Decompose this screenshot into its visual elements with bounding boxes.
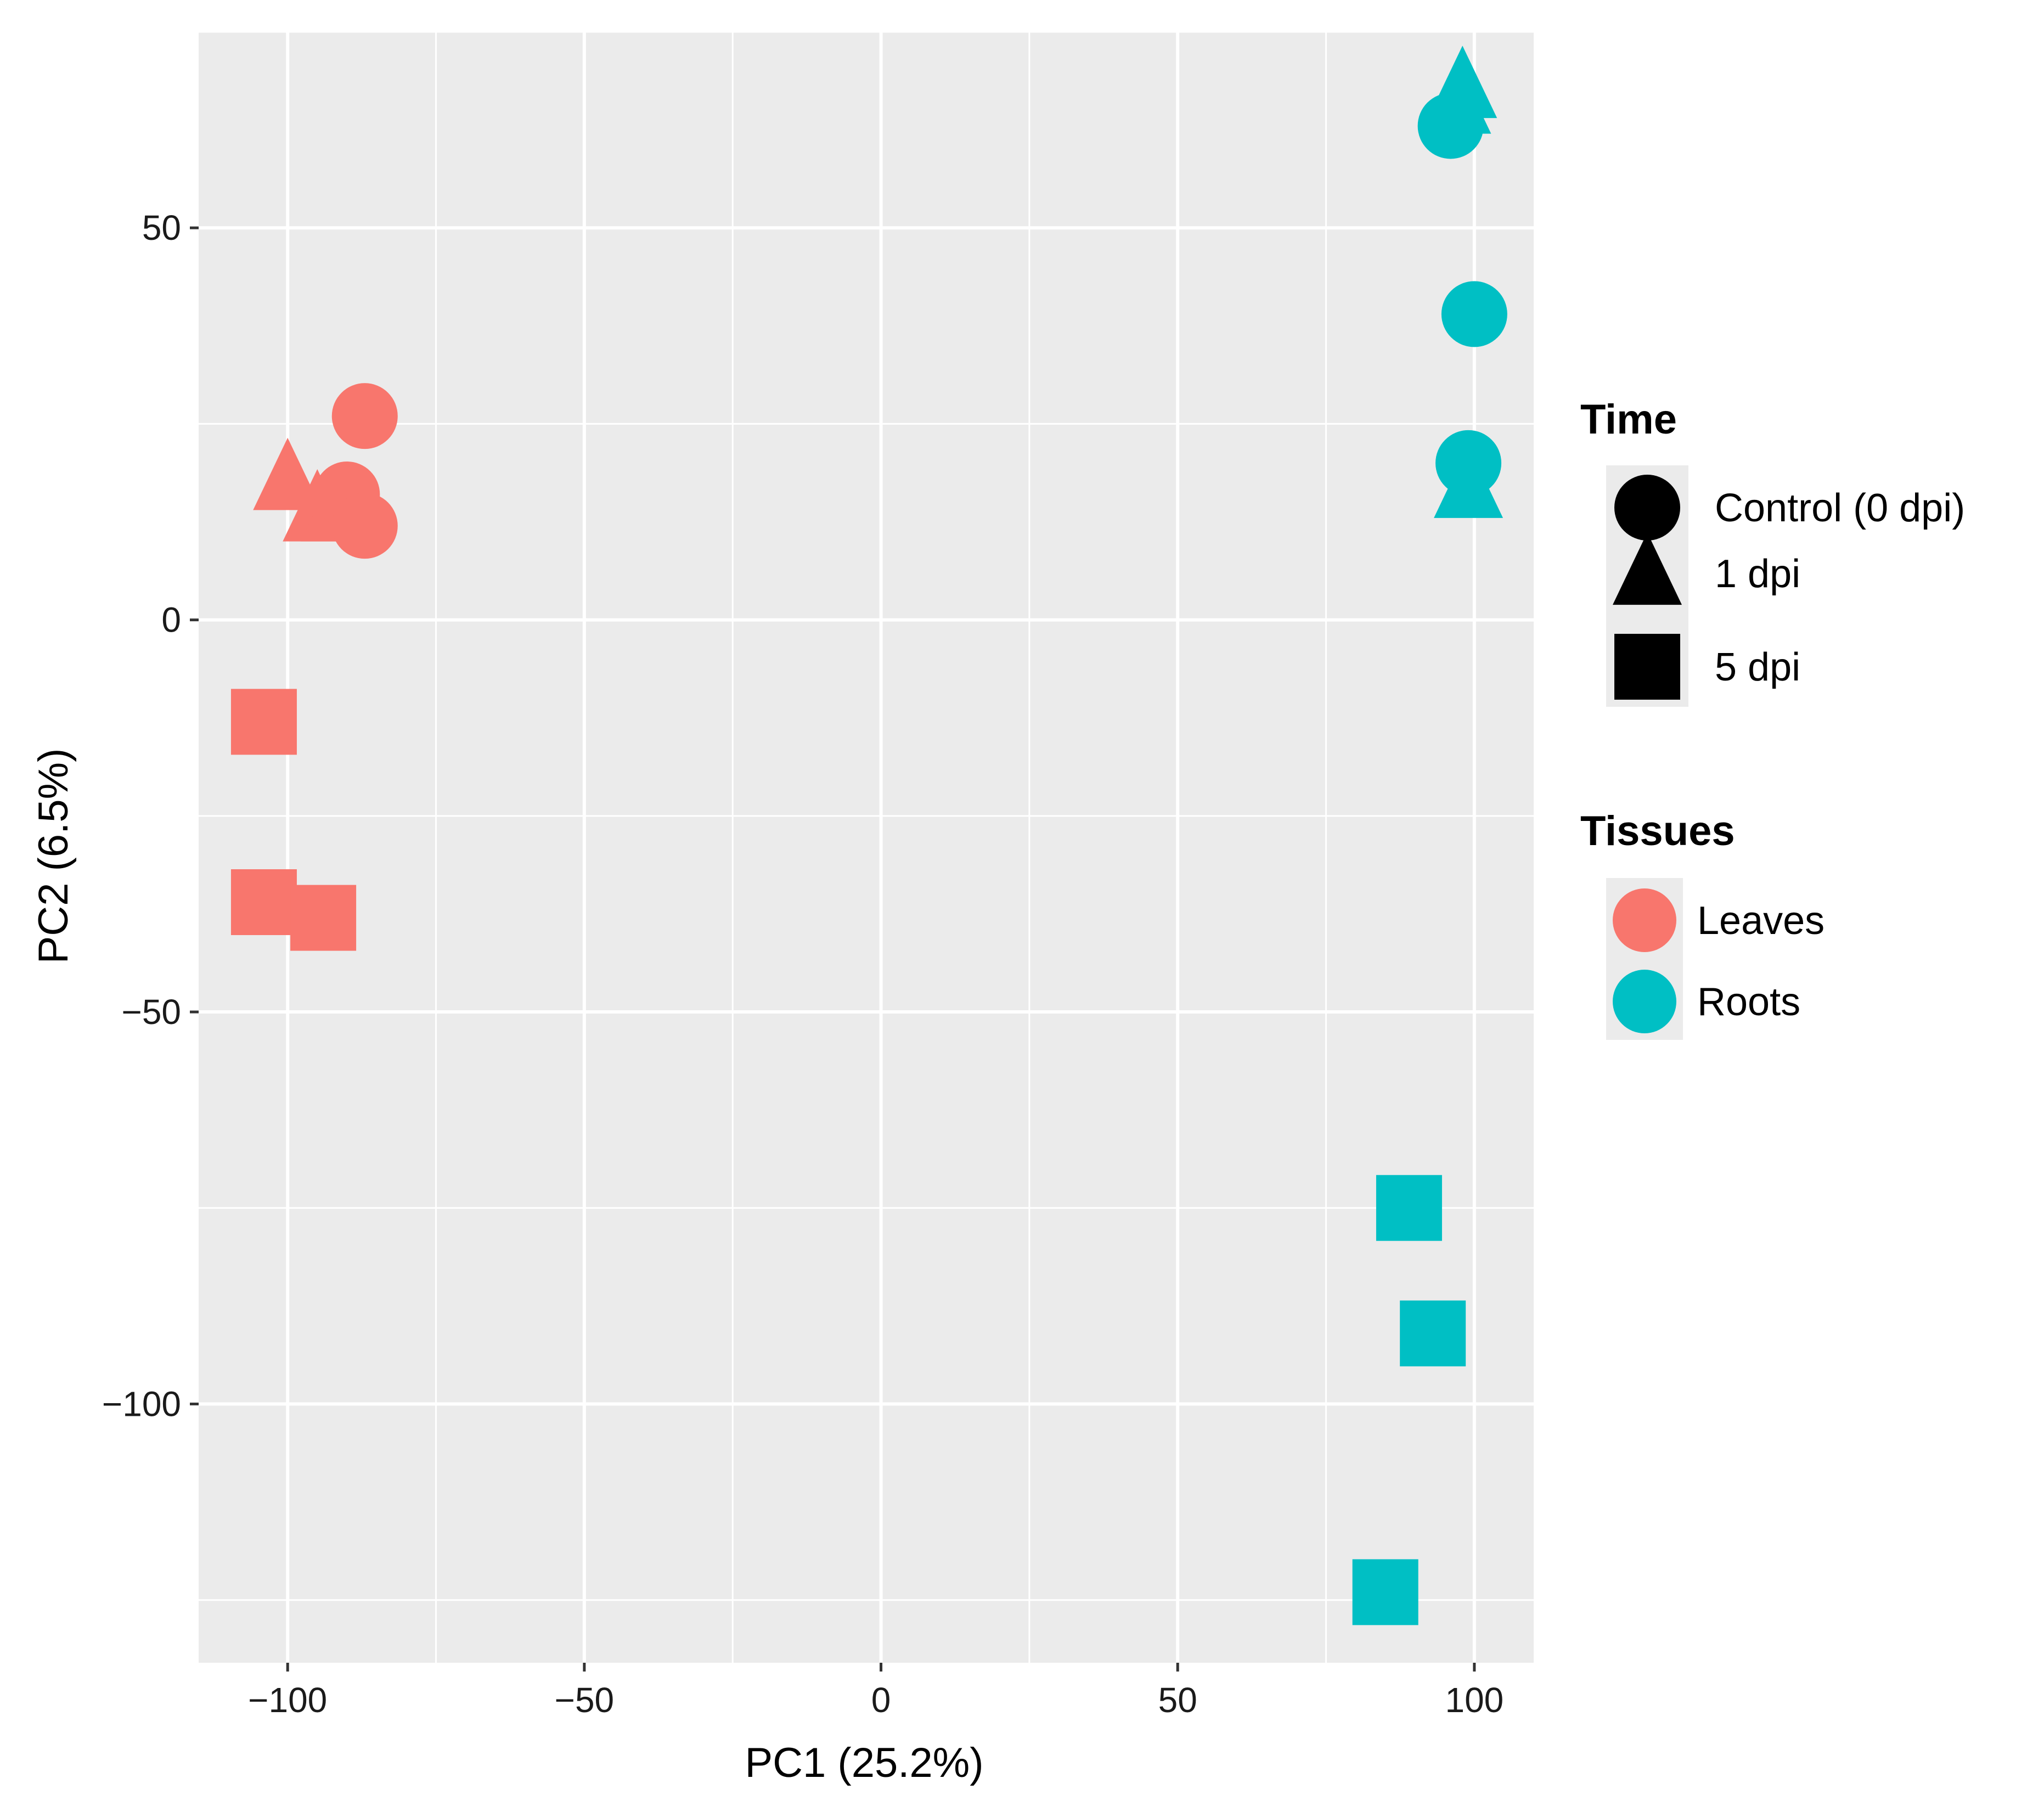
legend-key-triangle: [1613, 532, 1682, 605]
x-axis: −100 −50 0 50 100: [248, 1663, 1504, 1720]
point-roots-circle: [1441, 281, 1507, 347]
y-tick-label: 0: [161, 600, 181, 640]
major-gridlines: [199, 32, 1534, 1663]
x-tick-label: 100: [1445, 1680, 1504, 1720]
plot-panel: [199, 32, 1534, 1663]
x-tick-label: 0: [871, 1680, 891, 1720]
y-axis: −100 −50 0 50: [102, 208, 199, 1423]
point-leaves-triangle: [253, 437, 323, 510]
legend-tissue-label: Leaves: [1697, 899, 1825, 943]
data-points: [230, 46, 1507, 1625]
legend-time-label: 1 dpi: [1715, 552, 1800, 596]
legend-time-title: Time: [1580, 396, 1677, 443]
point-roots-square: [1376, 1175, 1442, 1241]
point-leaves-circle: [331, 493, 398, 559]
legend-key-leaves: [1613, 888, 1676, 952]
x-axis-title: PC1 (25.2%): [745, 1740, 983, 1786]
y-axis-title: PC2 (6.5%): [30, 749, 77, 964]
legend-tissues: Tissues Leaves Roots: [1580, 808, 1825, 1040]
y-tick-label: −100: [102, 1384, 181, 1423]
point-leaves-square: [230, 689, 297, 755]
y-tick-label: 50: [142, 208, 181, 247]
legend-time: Time Control (0 dpi) 1 dpi 5 dpi: [1580, 396, 1965, 707]
legend-time-label: Control (0 dpi): [1715, 486, 1965, 530]
y-tick-label: −50: [121, 992, 181, 1032]
point-leaves-circle: [331, 383, 398, 449]
legend-tissue-label: Roots: [1697, 980, 1800, 1024]
legend-tissues-title: Tissues: [1580, 808, 1735, 854]
legend-key-roots: [1613, 970, 1676, 1033]
point-roots-triangle: [1434, 445, 1504, 518]
point-leaves-square: [290, 885, 357, 951]
point-roots-square: [1352, 1559, 1418, 1625]
point-roots-square: [1400, 1300, 1466, 1366]
legend-time-label: 5 dpi: [1715, 645, 1800, 689]
minor-gridlines: [199, 31, 1534, 1663]
x-tick-label: −50: [555, 1680, 615, 1720]
x-tick-label: −100: [248, 1680, 327, 1720]
legend-key-square: [1614, 634, 1680, 700]
legend-key-circle: [1614, 475, 1680, 541]
point-leaves-square: [230, 869, 297, 936]
point-roots-triangle: [1422, 61, 1491, 134]
x-tick-label: 50: [1158, 1680, 1197, 1720]
